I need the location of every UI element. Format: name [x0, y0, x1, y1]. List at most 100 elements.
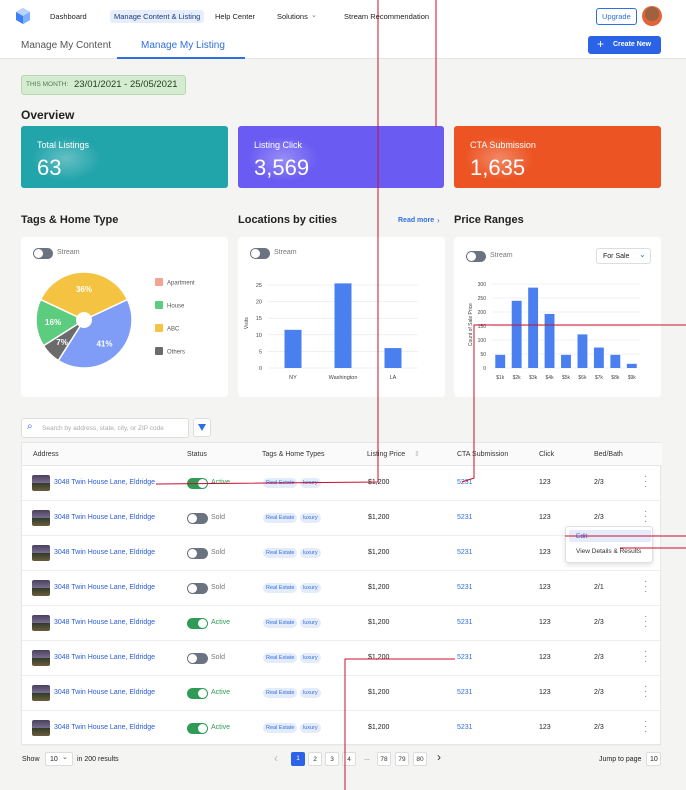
page-button[interactable]: 78	[377, 752, 391, 766]
read-more-link[interactable]: Read more	[398, 217, 435, 224]
card-value: 3,569	[254, 155, 310, 180]
page-button[interactable]: 1	[291, 752, 305, 766]
cta-link[interactable]: 5231	[457, 689, 473, 696]
column-header: Tags & Home Types	[262, 451, 325, 458]
kebab-menu[interactable]: ···	[644, 471, 648, 492]
toggle-knob	[467, 252, 476, 261]
nav-item[interactable]: Help Center	[215, 12, 256, 21]
x-tick-label: $5k	[562, 375, 571, 381]
cta-link[interactable]: 5231	[457, 584, 473, 591]
y-tick-label: 5	[259, 349, 262, 355]
menu-item[interactable]: Edit	[576, 533, 588, 540]
legend-label: House	[167, 304, 185, 310]
address[interactable]: 3048 Twin House Lane, Eldridge	[54, 514, 156, 521]
legend-swatch	[155, 324, 163, 332]
status-toggle[interactable]	[187, 583, 208, 594]
kebab-menu[interactable]: ···	[644, 716, 648, 737]
avatar[interactable]	[642, 6, 662, 26]
address[interactable]: 3048 Twin House Lane, Eldridge	[54, 584, 156, 591]
nav-item[interactable]: Dashboard	[50, 12, 87, 21]
status-toggle[interactable]	[187, 548, 208, 559]
cta-link[interactable]: 5231	[457, 654, 473, 661]
address[interactable]: 3048 Twin House Lane, Eldridge	[54, 654, 156, 661]
bar	[528, 287, 539, 368]
kebab-menu[interactable]: ···	[644, 681, 648, 702]
address[interactable]: 3048 Twin House Lane, Eldridge	[54, 689, 156, 696]
jump-input[interactable]: 10	[646, 752, 661, 766]
table: Address Status Tags & Home Types Listing Pr…	[21, 442, 662, 746]
next-arrow[interactable]: ›	[437, 750, 441, 764]
menu-item[interactable]: View Details & Results	[576, 548, 642, 555]
bar	[561, 354, 571, 368]
tag-pill: Real Estate	[263, 478, 298, 488]
status-toggle[interactable]	[187, 653, 208, 664]
bar	[577, 334, 588, 368]
tag-pill: Real Estate	[263, 688, 298, 698]
page-button[interactable]: 80	[413, 752, 427, 766]
card-glow	[464, 136, 534, 181]
click-count: 123	[539, 514, 551, 521]
page-button[interactable]: 2	[308, 752, 322, 766]
y-tick-label: 300	[478, 282, 487, 288]
address[interactable]: 3048 Twin House Lane, Eldridge	[54, 724, 156, 731]
status-toggle[interactable]	[187, 688, 208, 699]
tab[interactable]: Manage My Listing	[141, 40, 225, 51]
status-toggle[interactable]	[187, 478, 208, 489]
page-button[interactable]: 4	[342, 752, 356, 766]
thumbnail	[32, 580, 50, 596]
kebab-menu[interactable]: ···	[644, 506, 648, 527]
create-button[interactable]: + Create New	[588, 36, 661, 54]
toggle-knob	[198, 479, 207, 488]
thumbnail	[32, 685, 50, 701]
toggle-label: Stream	[57, 249, 80, 256]
filter-button[interactable]	[193, 418, 211, 437]
prev-arrow[interactable]: ‹	[274, 751, 278, 765]
caret: ⌄	[62, 754, 68, 761]
y-tick-label: 100	[478, 338, 487, 344]
cta-link[interactable]: 5231	[457, 479, 473, 486]
tab[interactable]: Manage My Content	[21, 40, 112, 51]
nav-item[interactable]: Solutions	[277, 12, 308, 21]
toggle[interactable]	[33, 248, 53, 259]
bar	[626, 363, 637, 368]
slice-label: 16%	[45, 318, 61, 327]
legend-label: Apartment	[167, 281, 195, 287]
pie-hole	[76, 312, 92, 328]
status-toggle[interactable]	[187, 513, 208, 524]
address[interactable]: 3048 Twin House Lane, Eldridge	[54, 479, 156, 486]
context-menu: Edit View Details & Results	[565, 526, 653, 563]
status-toggle[interactable]	[187, 618, 208, 629]
search-box[interactable]: ⌕ Search by address, state, city, or ZIP …	[21, 418, 189, 438]
kebab-menu[interactable]: ···	[644, 576, 648, 597]
page-size-select[interactable]: 10 ⌄	[45, 752, 73, 766]
status-toggle[interactable]	[187, 723, 208, 734]
cta-link[interactable]: 5231	[457, 619, 473, 626]
page-button[interactable]: 79	[395, 752, 409, 766]
nav-item[interactable]: Manage Content & Listing	[110, 10, 205, 23]
cta-link[interactable]: 5231	[457, 724, 473, 731]
kebab-menu[interactable]: ···	[644, 611, 648, 632]
status-label: Sold	[211, 584, 226, 591]
bed-bath: 2/3	[594, 619, 604, 626]
logo[interactable]	[14, 7, 32, 25]
slice-label: 36%	[76, 285, 92, 294]
click-count: 123	[539, 619, 551, 626]
upgrade-button[interactable]: Upgrade	[596, 8, 637, 25]
period-pill: THIS MONTH: 23/01/2021 - 25/05/2021	[21, 75, 186, 95]
filter-select[interactable]: For Sale ⌄	[596, 248, 651, 264]
legend-swatch	[155, 347, 163, 355]
address[interactable]: 3048 Twin House Lane, Eldridge	[54, 549, 156, 556]
nav-item[interactable]: Stream Recommendation	[344, 12, 430, 21]
toggle[interactable]	[466, 251, 486, 262]
address[interactable]: 3048 Twin House Lane, Eldridge	[54, 619, 156, 626]
y-tick-label: 50	[480, 352, 486, 358]
cta-link[interactable]: 5231	[457, 514, 473, 521]
thumbnail	[32, 720, 50, 736]
bar	[334, 283, 352, 368]
kebab-menu[interactable]: ···	[644, 646, 648, 667]
cta-link[interactable]: 5231	[457, 549, 473, 556]
page-button[interactable]: 3	[325, 752, 339, 766]
price: $1,200	[368, 619, 390, 626]
jump-value: 10	[650, 756, 658, 763]
caret: ⌄	[639, 250, 646, 259]
